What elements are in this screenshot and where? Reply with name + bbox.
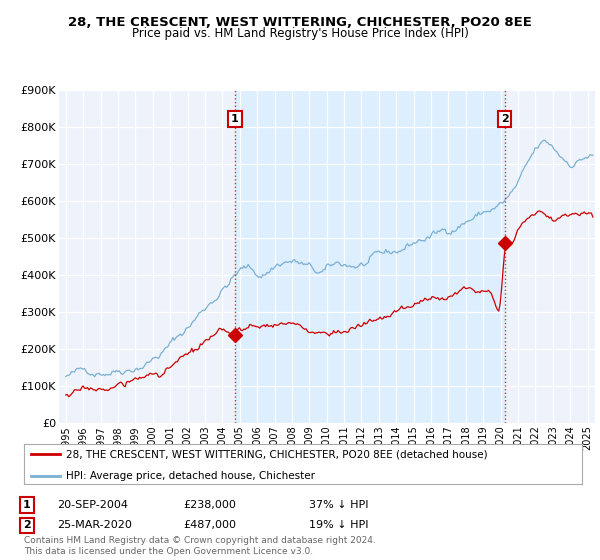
Text: 28, THE CRESCENT, WEST WITTERING, CHICHESTER, PO20 8EE (detached house): 28, THE CRESCENT, WEST WITTERING, CHICHE… (66, 449, 487, 459)
Text: HPI: Average price, detached house, Chichester: HPI: Average price, detached house, Chic… (66, 470, 315, 480)
Text: 2: 2 (23, 520, 31, 530)
Text: 25-MAR-2020: 25-MAR-2020 (57, 520, 132, 530)
Text: £238,000: £238,000 (183, 500, 236, 510)
Text: 20-SEP-2004: 20-SEP-2004 (57, 500, 128, 510)
Text: 2: 2 (501, 114, 509, 124)
Text: 1: 1 (23, 500, 31, 510)
Text: 19% ↓ HPI: 19% ↓ HPI (309, 520, 368, 530)
Text: 37% ↓ HPI: 37% ↓ HPI (309, 500, 368, 510)
Bar (235, 90, 505, 423)
Text: 28, THE CRESCENT, WEST WITTERING, CHICHESTER, PO20 8EE: 28, THE CRESCENT, WEST WITTERING, CHICHE… (68, 16, 532, 29)
Text: Contains HM Land Registry data © Crown copyright and database right 2024.
This d: Contains HM Land Registry data © Crown c… (24, 536, 376, 556)
Text: 1: 1 (231, 114, 239, 124)
Text: Price paid vs. HM Land Registry's House Price Index (HPI): Price paid vs. HM Land Registry's House … (131, 27, 469, 40)
Text: £487,000: £487,000 (183, 520, 236, 530)
